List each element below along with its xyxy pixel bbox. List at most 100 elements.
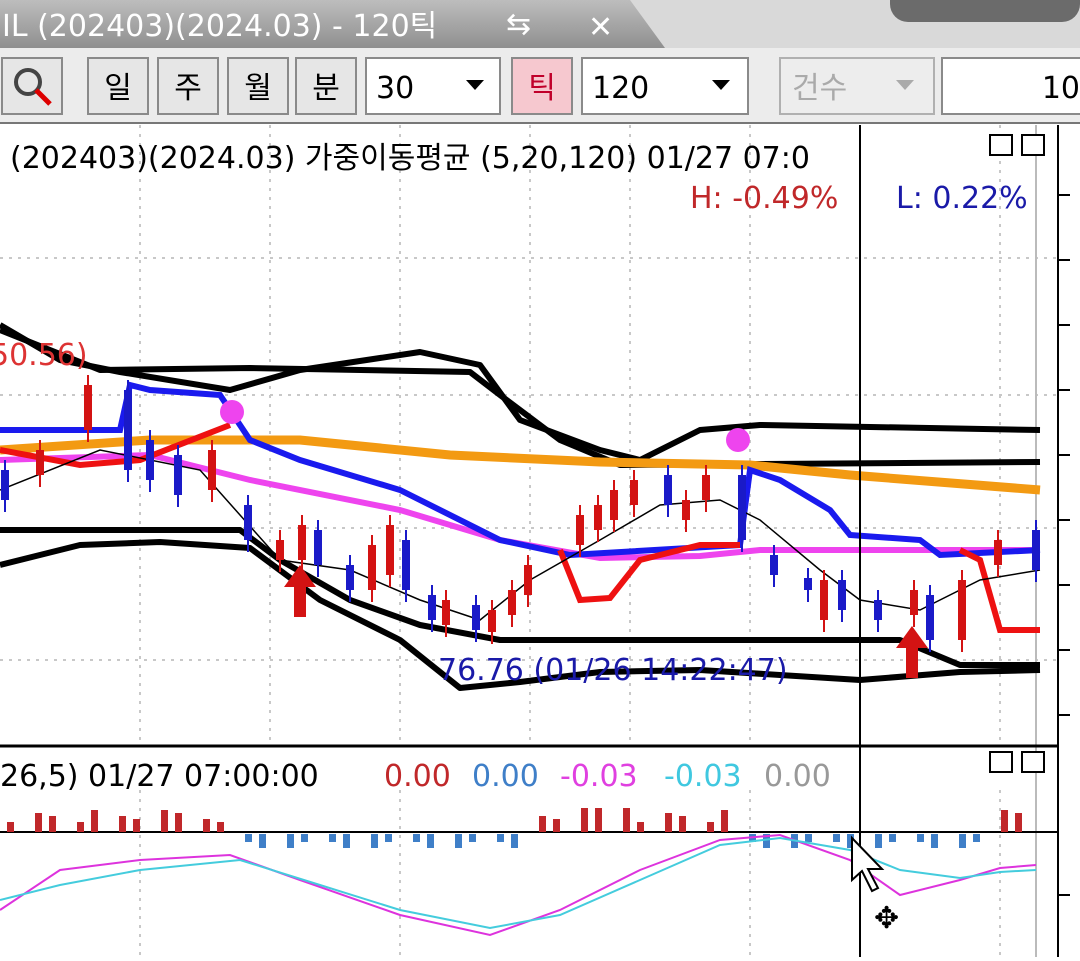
buy-arrow	[284, 565, 316, 617]
tick-label: 틱	[528, 71, 556, 106]
histogram-bar	[665, 813, 672, 832]
candle-body	[508, 590, 516, 615]
histogram-bar	[119, 816, 126, 832]
axis-ticks	[1058, 194, 1070, 896]
grid	[0, 125, 1058, 957]
chart-header: (202403)(2024.03) 가중이동평균 (5,20,120) 01/2…	[10, 141, 810, 176]
band-line	[0, 327, 1041, 468]
candle-body	[994, 540, 1002, 565]
period-button[interactable]	[227, 57, 289, 115]
period-value: 30	[376, 71, 414, 106]
histogram-bar	[847, 834, 854, 848]
tick-button[interactable]	[511, 57, 573, 115]
histogram-bar	[245, 834, 252, 842]
search-icon	[34, 88, 52, 106]
histogram	[7, 808, 1022, 848]
d-button[interactable]	[1021, 134, 1045, 156]
tab-icon[interactable]: ⇆	[506, 7, 531, 42]
dropdown-arrow	[712, 80, 730, 90]
histogram-bar	[931, 834, 938, 848]
candle-body	[594, 505, 602, 530]
histogram-bar	[763, 834, 770, 848]
histogram-bar	[889, 834, 896, 842]
candle-body	[820, 580, 828, 620]
search-button[interactable]	[1, 57, 63, 115]
candle-body	[36, 450, 44, 475]
window-control[interactable]	[890, 0, 1080, 22]
histogram-bar	[1001, 810, 1008, 832]
histogram-bar	[469, 834, 476, 842]
sub-value: 0.00	[472, 759, 539, 794]
period-button[interactable]	[295, 57, 357, 115]
candle-body	[346, 565, 354, 590]
move-cursor: ✥	[874, 901, 899, 936]
histogram-bar	[623, 808, 630, 832]
candle-body	[664, 475, 672, 505]
candle-body	[910, 590, 918, 615]
tab-close[interactable]: ✕	[588, 10, 613, 45]
tab[interactable]	[0, 0, 665, 48]
histogram-bar	[833, 834, 840, 842]
close-pane-button[interactable]	[1021, 751, 1045, 773]
tick-value: 120	[592, 71, 649, 106]
candle-body	[576, 515, 584, 545]
histogram-bar	[343, 834, 350, 848]
period-button-label: 분	[312, 71, 340, 106]
signal-dot	[726, 428, 750, 452]
sub-value: -0.03	[560, 759, 638, 794]
period-button-label: 월	[244, 71, 272, 106]
histogram-bar	[917, 834, 924, 842]
histogram-bar	[91, 810, 98, 832]
minimize-button[interactable]	[989, 751, 1013, 773]
sub-value: 0.00	[764, 759, 831, 794]
period-button-label: 주	[174, 71, 202, 106]
candle-body	[368, 545, 376, 590]
histogram-bar	[679, 816, 686, 832]
histogram-bar	[385, 834, 392, 842]
count-value: 10	[1042, 71, 1080, 106]
candle-body	[386, 525, 394, 575]
tab-title: IL (202403)(2024.03) - 120틱	[2, 9, 437, 44]
candle-body	[1, 470, 9, 500]
histogram-bar	[497, 834, 504, 842]
histogram-bar	[133, 819, 140, 832]
count-input[interactable]	[941, 57, 1080, 115]
candle-body	[314, 530, 322, 565]
candle-body	[84, 385, 92, 430]
histogram-bar	[77, 822, 84, 832]
candle-body	[244, 505, 252, 540]
candle-body	[1032, 530, 1040, 570]
candle-body	[770, 555, 778, 575]
histogram-bar	[875, 834, 882, 848]
candle-body	[298, 525, 306, 560]
signal-line	[0, 833, 1037, 937]
histogram-bar	[455, 834, 462, 848]
search-icon	[14, 68, 42, 96]
histogram-bar	[217, 822, 224, 832]
histogram-bar	[49, 816, 56, 832]
sub-header: 26,5) 01/27 07:00:00	[0, 759, 319, 794]
candle-body	[804, 578, 812, 590]
high-marker: 50.56)	[0, 338, 88, 373]
histogram-bar	[203, 819, 210, 832]
histogram-bar	[581, 808, 588, 832]
candles	[1, 375, 1040, 652]
histogram-bar	[637, 822, 644, 832]
buy-arrow	[896, 626, 928, 678]
candle-body	[682, 500, 690, 520]
candle-body	[630, 480, 638, 505]
histogram-bar	[175, 813, 182, 832]
candle-body	[874, 600, 882, 620]
histogram-bar	[329, 834, 336, 842]
period-button[interactable]	[157, 57, 219, 115]
histogram-bar	[721, 810, 728, 832]
histogram-bar	[553, 819, 560, 832]
histogram-bar	[7, 822, 14, 832]
ma-line	[0, 435, 1041, 495]
ma-line	[0, 381, 1041, 559]
candle-body	[146, 440, 154, 480]
period-button[interactable]	[87, 57, 149, 115]
histogram-bar	[427, 834, 434, 848]
n-button[interactable]	[989, 134, 1013, 156]
